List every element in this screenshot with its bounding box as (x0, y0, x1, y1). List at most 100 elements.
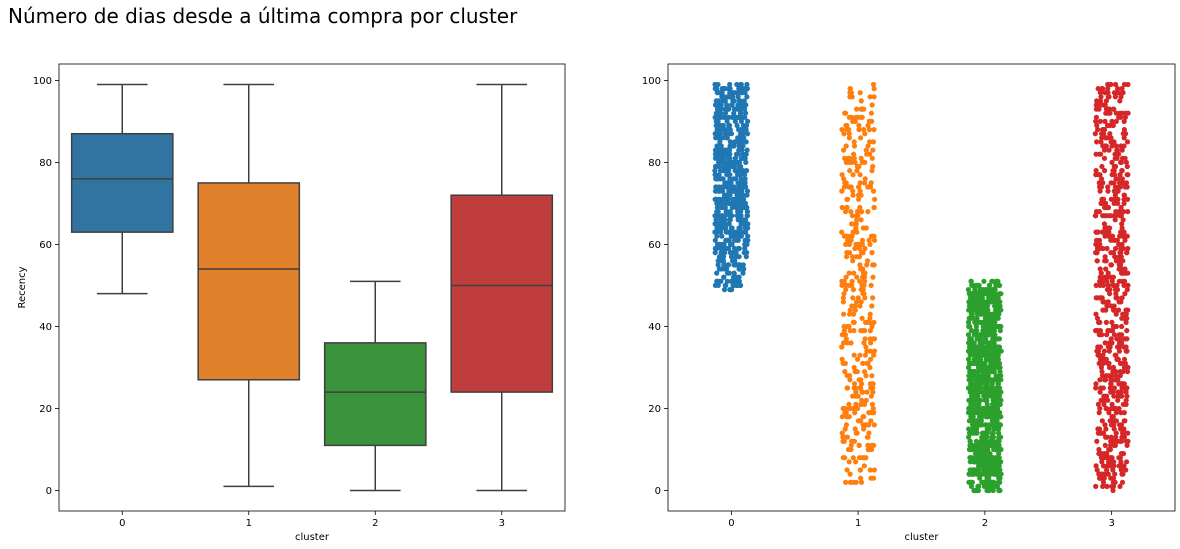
strip-point (857, 204, 863, 211)
strip-point (738, 184, 744, 190)
strip-point (712, 250, 718, 256)
strip-point (740, 270, 746, 276)
strip-point (1101, 127, 1107, 133)
strip-point (1119, 221, 1125, 227)
strip-point (721, 287, 728, 293)
strip-point (724, 102, 730, 108)
strip-point (988, 393, 994, 399)
strip-point (848, 340, 854, 346)
strip-point (736, 188, 743, 194)
strip-point (732, 168, 738, 174)
strip-point (1106, 410, 1112, 416)
strip-point (966, 446, 973, 453)
strip-point (1097, 266, 1103, 272)
strip-point (1122, 155, 1128, 161)
strip-point (1100, 307, 1106, 313)
strip-point (1111, 139, 1117, 145)
strip-point (1122, 385, 1128, 391)
y-tick-label: 40 (39, 322, 52, 333)
strip-point (1105, 204, 1112, 211)
strip-point (855, 405, 861, 412)
strip-point (1099, 373, 1106, 379)
strip-point (730, 229, 736, 235)
strip-point (988, 360, 994, 366)
strip-point (736, 254, 742, 260)
strip-point (1125, 172, 1131, 178)
strip-point (993, 307, 999, 313)
strip-point (737, 266, 743, 272)
strip-point (842, 426, 848, 432)
strip-point (968, 483, 975, 489)
strip-point (745, 233, 751, 239)
strip-point (844, 122, 850, 129)
strip-point (720, 254, 726, 260)
strip-point (856, 377, 862, 383)
strip-point (859, 455, 865, 461)
strip-point (718, 102, 724, 108)
strip-point (969, 340, 975, 346)
y-tick-label: 40 (648, 322, 661, 333)
strip-point (966, 303, 973, 309)
strip-point (857, 303, 863, 309)
strip-point (713, 217, 719, 223)
strip-point (867, 311, 873, 317)
strip-point (995, 479, 1001, 485)
strip-point (1116, 299, 1122, 305)
strip-point (858, 135, 864, 141)
strip-point (1120, 209, 1126, 215)
strip-point (725, 163, 731, 170)
strip-point (990, 332, 996, 338)
strip-point (715, 204, 721, 211)
strip-point (867, 467, 873, 473)
strip-point (732, 176, 739, 182)
strip-point (853, 241, 859, 247)
strip-point (856, 442, 862, 448)
strip-point (976, 282, 982, 288)
strip-point (1125, 209, 1131, 215)
strip-point (861, 426, 867, 432)
strip-point (1112, 479, 1118, 485)
strip-point (1105, 299, 1111, 305)
strip-point (980, 311, 987, 317)
strip-point (979, 369, 986, 375)
strip-point (855, 393, 861, 399)
strip-point (1095, 86, 1101, 92)
strip-point (726, 106, 732, 112)
strip-point (994, 278, 1000, 284)
strip-point (713, 176, 720, 182)
strip-point (730, 98, 736, 104)
strip-point (1121, 364, 1127, 371)
strip-point (853, 225, 859, 231)
strip-point (967, 459, 973, 465)
strip-point (1116, 332, 1122, 338)
strip-point (860, 287, 866, 293)
strip-point (722, 106, 728, 112)
strip-point (867, 315, 873, 321)
strip-point (852, 426, 858, 432)
strip-point (972, 319, 978, 325)
strip-point (1119, 463, 1125, 469)
strip-point (1097, 344, 1103, 350)
strip-point (1100, 360, 1106, 366)
strip-point (720, 122, 726, 129)
strip-point (1124, 328, 1130, 334)
strip-point (714, 233, 720, 239)
strip-point (839, 414, 845, 420)
strip-point (990, 438, 996, 444)
strip-point (996, 463, 1002, 469)
strip-point (966, 426, 972, 432)
strip-point (976, 463, 982, 469)
strip-point (1118, 422, 1124, 428)
strip-point (869, 373, 875, 379)
strip-point (716, 196, 722, 202)
strip-point (977, 307, 983, 313)
strip-point (988, 369, 994, 375)
strip-point (1097, 389, 1103, 395)
strip-point (846, 127, 852, 133)
strip-point (729, 102, 735, 108)
strip-point (981, 479, 987, 485)
strip-point (989, 340, 995, 346)
strip-point (724, 118, 730, 124)
strip-point (1093, 168, 1099, 174)
strip-point (839, 204, 845, 211)
